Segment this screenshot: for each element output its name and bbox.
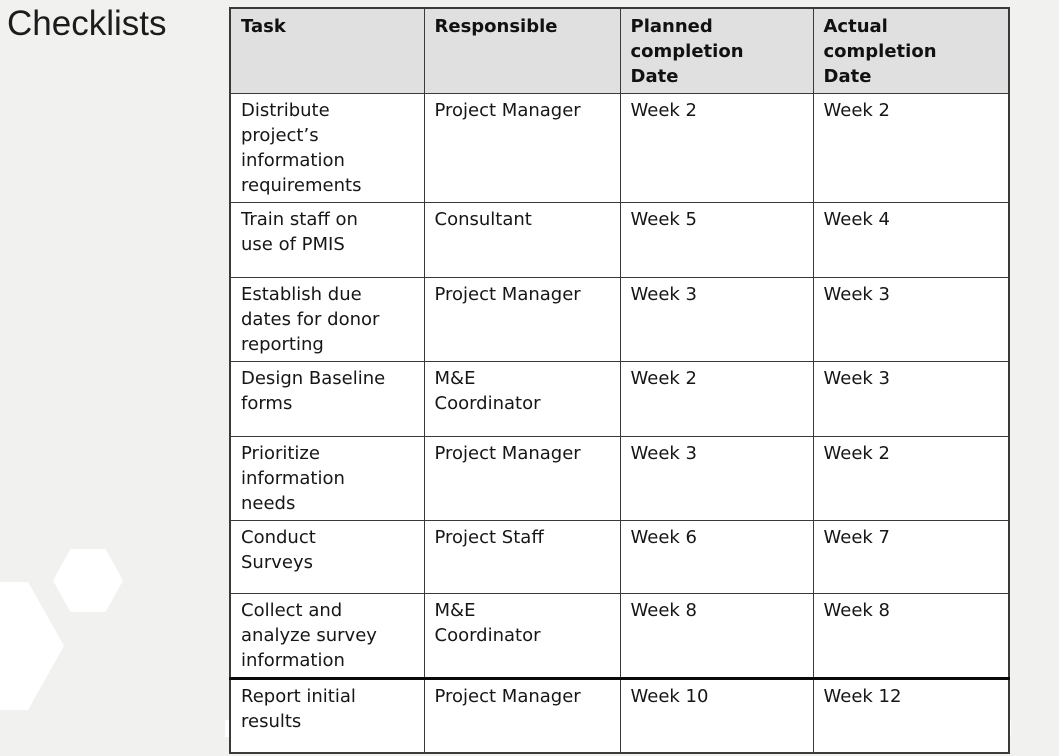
cell-responsible: Project Manager: [423, 436, 621, 521]
table-row: Collect and analyze survey information M…: [229, 593, 1010, 679]
cell-responsible: Project Manager: [423, 277, 621, 362]
cell-task: Prioritize information needs: [229, 436, 425, 521]
column-header-responsible: Responsible: [423, 7, 621, 94]
cell-actual: Week 4: [812, 202, 1010, 278]
cell-actual: Week 2: [812, 93, 1010, 203]
page-title: Checklists: [7, 4, 167, 43]
checklist-table: Task Responsible Planned completion Date…: [229, 7, 1010, 754]
cell-planned: Week 2: [619, 93, 814, 203]
cell-task: Train staff on use of PMIS: [229, 202, 425, 278]
cell-task: Conduct Surveys: [229, 520, 425, 594]
table-row: Establish due dates for donor reporting …: [229, 277, 1010, 362]
cell-planned: Week 8: [619, 593, 814, 679]
cell-planned: Week 6: [619, 520, 814, 594]
hexagon-decoration-icon: [0, 582, 64, 710]
column-header-planned-date: Planned completion Date: [619, 7, 814, 94]
cell-actual: Week 3: [812, 277, 1010, 362]
cell-task: Report initial results: [229, 677, 425, 753]
table-row: Train staff on use of PMIS Consultant We…: [229, 202, 1010, 278]
table-header-row: Task Responsible Planned completion Date…: [229, 7, 1010, 94]
column-header-actual-date: Actual completion Date: [812, 7, 1010, 94]
cell-planned: Week 5: [619, 202, 814, 278]
cell-responsible: Project Manager: [423, 677, 621, 753]
table-row: Report initial results Project Manager W…: [229, 677, 1010, 753]
hexagon-decoration-icon: [53, 549, 123, 612]
cell-actual: Week 2: [812, 436, 1010, 521]
cell-responsible: Project Manager: [423, 93, 621, 203]
cell-task: Collect and analyze survey information: [229, 593, 425, 679]
table-row: Prioritize information needs Project Man…: [229, 436, 1010, 521]
cell-responsible: M&E Coordinator: [423, 593, 621, 679]
cell-actual: Week 7: [812, 520, 1010, 594]
cell-task: Design Baseline forms: [229, 361, 425, 437]
cell-planned: Week 2: [619, 361, 814, 437]
table-row: Conduct Surveys Project Staff Week 6 Wee…: [229, 520, 1010, 594]
cell-actual: Week 8: [812, 593, 1010, 679]
cell-planned: Week 10: [619, 677, 814, 753]
table-row: Distribute project’s information require…: [229, 93, 1010, 203]
cell-responsible: Consultant: [423, 202, 621, 278]
cell-actual: Week 3: [812, 361, 1010, 437]
column-header-task: Task: [229, 7, 425, 94]
cell-actual: Week 12: [812, 677, 1010, 753]
cell-planned: Week 3: [619, 277, 814, 362]
cell-task: Establish due dates for donor reporting: [229, 277, 425, 362]
cell-responsible: M&E Coordinator: [423, 361, 621, 437]
cell-responsible: Project Staff: [423, 520, 621, 594]
cell-planned: Week 3: [619, 436, 814, 521]
table-row: Design Baseline forms M&E Coordinator We…: [229, 361, 1010, 437]
cell-task: Distribute project’s information require…: [229, 93, 425, 203]
